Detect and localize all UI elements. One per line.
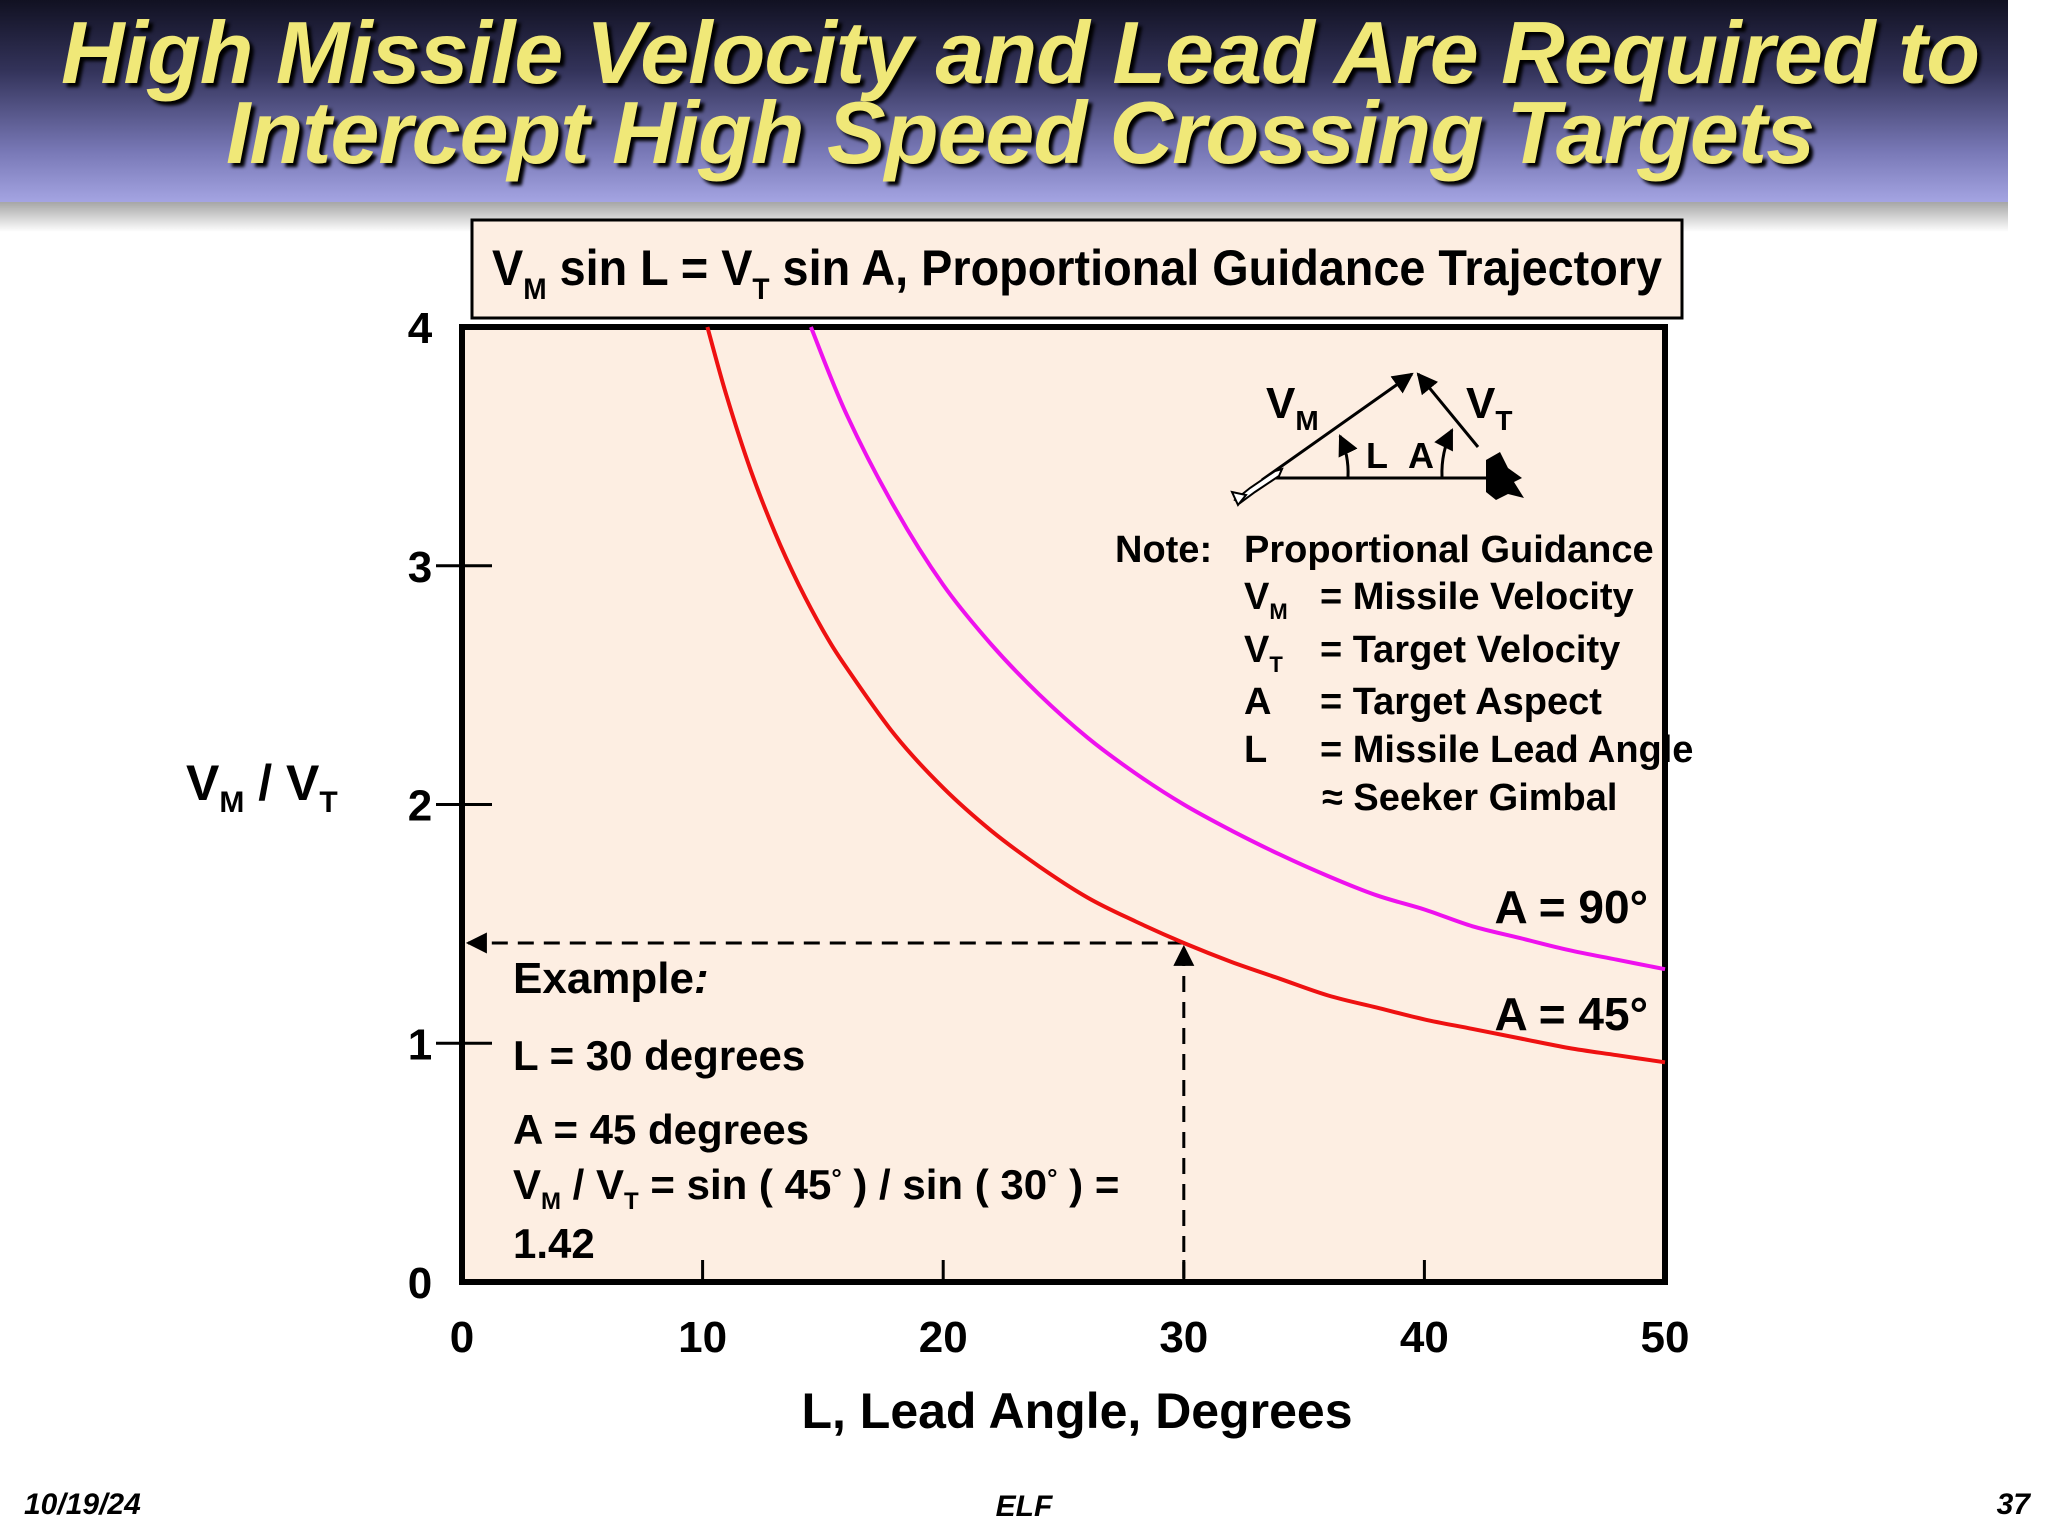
diagram-vt-label: VT: [1466, 379, 1512, 436]
y-axis-label-sub-t: T: [319, 786, 337, 819]
diagram-vm-arrow: [1261, 372, 1414, 482]
example-line2: A = 45 degrees: [513, 1106, 809, 1153]
x-tick-label-10: 10: [678, 1313, 727, 1362]
x-tick-label-30: 30: [1159, 1313, 1208, 1362]
formula-text: VM sin L = VT sin A, Proportional Guidan…: [492, 240, 1662, 306]
series-label-a45: A = 45°: [1495, 988, 1649, 1040]
diagram-l-arc: [1338, 434, 1358, 478]
note-row-symbol: VT: [1244, 629, 1283, 677]
footer-page-number: 37: [1996, 1488, 2030, 1521]
formula-sub-m: M: [523, 273, 546, 306]
note-row-symbol: L: [1244, 729, 1267, 771]
note-row-definition: = Target Aspect: [1320, 681, 1602, 723]
note-row-definition: = Target Velocity: [1320, 629, 1620, 671]
series-layer: [705, 326, 1666, 1065]
diagram-a-label: A: [1408, 435, 1434, 476]
vector-diagram: VM VT L A: [1230, 372, 1524, 507]
diagram-vt-arrow: [1416, 372, 1480, 448]
y-axis-label-v1: V: [186, 755, 220, 811]
note-row-symbol: A: [1244, 681, 1271, 723]
y-tick-label-4: 4: [408, 304, 433, 353]
y-tick-label-3: 3: [408, 543, 432, 592]
y-axis-label: VM / VT: [186, 755, 338, 819]
note-row-definition: = Missile Velocity: [1320, 576, 1634, 618]
note-extra: ≈ Seeker Gimbal: [1322, 777, 1617, 819]
example-line4: 1.42: [513, 1220, 595, 1267]
x-axis-label: L, Lead Angle, Degrees: [801, 1383, 1352, 1439]
note-row-symbol: VM: [1244, 576, 1288, 624]
series-line-a90: [809, 326, 1666, 972]
note-label: Note:: [1115, 529, 1212, 571]
y-tick-label-1: 1: [408, 1020, 432, 1069]
formula-sub-t: T: [752, 273, 769, 306]
note-heading: Proportional Guidance: [1244, 529, 1654, 571]
slide-title-line2: Intercept High Speed Crossing Targets: [225, 83, 1815, 182]
x-tick-label-50: 50: [1641, 1313, 1690, 1362]
footer-date: 10/19/24: [24, 1488, 141, 1521]
title-banner: [0, 0, 2008, 202]
axis-tick-labels: 0 10 20 30 40 50 0 1 2 3 4: [408, 304, 1690, 1362]
example-title: Example:: [513, 954, 709, 1003]
y-axis-label-sub-m: M: [219, 786, 244, 819]
axis-ticks: [436, 564, 1426, 1282]
formula-mid: sin L = V: [547, 240, 753, 296]
x-tick-label-20: 20: [919, 1313, 968, 1362]
diagram-l-label: L: [1366, 435, 1388, 476]
note-row-definition: = Missile Lead Angle: [1320, 729, 1693, 771]
missile-fin-icon: [1230, 490, 1248, 507]
x-tick-label-40: 40: [1400, 1313, 1449, 1362]
formula-v: V: [492, 240, 524, 296]
example-line3: VM / VT = sin ( 45° ) / sin ( 30° ) =: [513, 1161, 1119, 1215]
diagram-vm-label: VM: [1266, 379, 1319, 436]
footer-center: ELF: [995, 1490, 1053, 1523]
note-rows: VM = Missile Velocity VT = Target Velocity A…: [1244, 576, 1693, 771]
y-axis-label-mid: / V: [244, 755, 320, 811]
diagram-a-arc: [1434, 428, 1454, 478]
target-aircraft-icon: [1486, 452, 1524, 500]
plot-area: [459, 324, 1668, 1285]
formula-rest: sin A, Proportional Guidance Trajectory: [770, 240, 1663, 296]
y-tick-label-2: 2: [408, 782, 432, 831]
series-label-a90: A = 90°: [1495, 881, 1649, 933]
x-tick-label-0: 0: [450, 1313, 474, 1362]
formula-box: [470, 218, 1684, 320]
example-line1: L = 30 degrees: [513, 1032, 805, 1079]
y-tick-label-0: 0: [408, 1259, 432, 1308]
slide-title-line1: High Missile Velocity and Lead Are Requi…: [60, 3, 1980, 102]
series-line-a45: [705, 326, 1666, 1065]
